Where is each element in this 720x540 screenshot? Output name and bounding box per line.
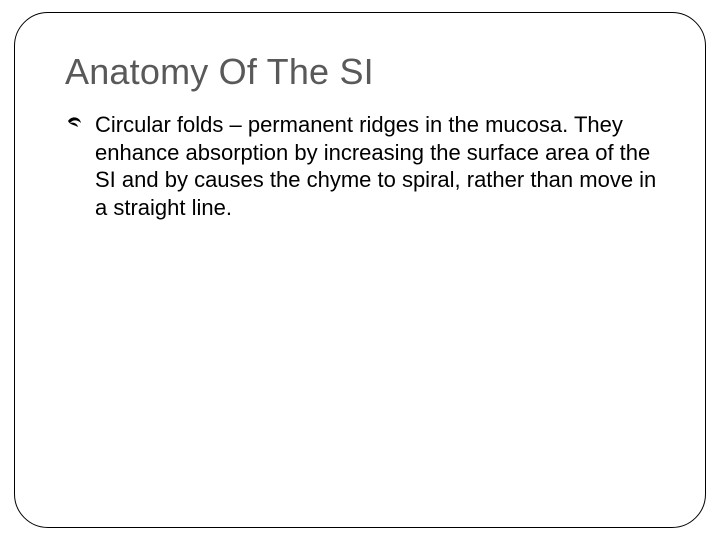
bullet-marker-icon: [65, 113, 85, 140]
bullet-text: Circular folds – permanent ridges in the…: [95, 111, 665, 221]
slide: Anatomy Of The SI Circular folds – perma…: [0, 0, 720, 540]
bullet-item: Circular folds – permanent ridges in the…: [65, 111, 665, 221]
slide-title: Anatomy Of The SI: [65, 51, 665, 93]
slide-frame: Anatomy Of The SI Circular folds – perma…: [14, 12, 706, 528]
